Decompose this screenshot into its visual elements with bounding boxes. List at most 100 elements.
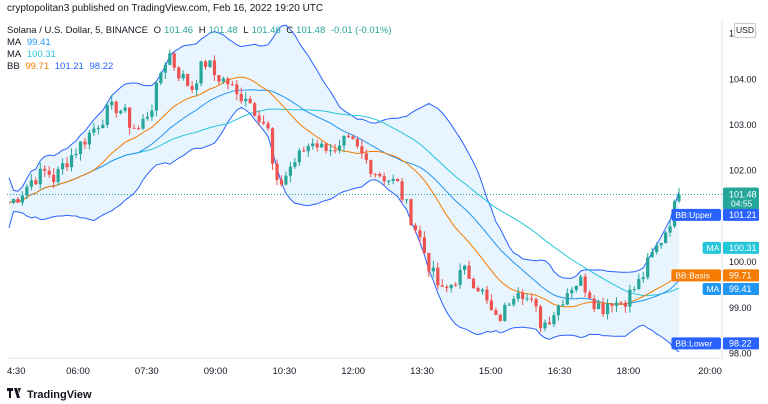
candle-body	[355, 139, 359, 147]
candle-body	[329, 150, 333, 152]
candle-body	[364, 153, 368, 161]
last-price-countdown: 04:55	[731, 198, 753, 208]
candle-body	[422, 237, 426, 253]
candle-body	[641, 277, 645, 280]
candle-body	[114, 101, 118, 114]
candle-body	[574, 285, 578, 290]
price-tick-label: 99.00	[729, 303, 752, 313]
candle-body	[306, 146, 310, 152]
candle-body	[195, 83, 199, 90]
candle-body	[619, 302, 623, 304]
price-chart[interactable]: 105.00104.00103.00102.00101.00100.0099.0…	[0, 17, 768, 404]
legend-bb-basis-value: 99.71	[25, 61, 50, 72]
candle-body	[141, 118, 145, 129]
candle-body	[154, 82, 158, 111]
candle-body	[65, 163, 69, 168]
candle-body	[391, 178, 395, 181]
ma-99-41-value: 99.41	[729, 284, 752, 294]
time-tick-label: 13:30	[410, 366, 434, 377]
bb-basis-title: BB:Basis	[675, 270, 710, 280]
candle-body	[181, 73, 185, 79]
candle-body	[221, 78, 225, 82]
legend-bb-upper-value: 101.21	[54, 61, 84, 72]
candle-body	[565, 293, 569, 305]
candle-body	[11, 199, 16, 203]
candle-body	[351, 136, 355, 140]
time-tick-label: 20:00	[698, 366, 722, 377]
candle-body	[655, 245, 659, 253]
candle-body	[275, 163, 279, 180]
bb-upper-title: BB:Upper	[675, 210, 712, 220]
candle-body	[168, 53, 172, 65]
candle-body	[597, 303, 601, 310]
candle-body	[145, 116, 150, 119]
candle-body	[315, 143, 319, 148]
time-tick-label: 18:00	[617, 366, 641, 377]
ma-100-31-title-tag	[702, 241, 721, 254]
candle-body	[83, 141, 87, 145]
chart-legend: Solana / U.S. Dollar, 5, BINANCE O 101.46…	[7, 25, 395, 73]
time-tick-label: 09:00	[204, 366, 228, 377]
price-tick-label: 104.00	[729, 74, 757, 84]
legend-close-value: 101.48	[296, 25, 326, 36]
candle-body	[440, 285, 444, 287]
candle-body	[346, 135, 351, 137]
candle-body	[418, 230, 422, 238]
candle-body	[467, 265, 471, 279]
candle-body	[110, 101, 114, 106]
bb-lower-title-tag	[671, 337, 721, 350]
legend-symbol[interactable]: Solana / U.S. Dollar, 5, BINANCE	[7, 25, 148, 36]
candle-body	[239, 94, 243, 102]
candle-body	[525, 298, 529, 300]
last-price-tag	[723, 187, 759, 210]
legend-ma2-row[interactable]: MA 100.31	[7, 49, 395, 61]
candle-body	[409, 199, 413, 226]
candle-body	[78, 141, 83, 154]
ma-99-41-title-tag	[702, 283, 721, 296]
candle-body	[34, 180, 38, 185]
brand-name[interactable]: TradingView	[27, 388, 92, 401]
candle-body	[646, 257, 650, 278]
candle-body	[29, 180, 33, 187]
candle-body	[333, 150, 337, 152]
candle-body	[476, 288, 480, 292]
tradingview-logo-icon	[7, 388, 23, 401]
candle-body	[628, 289, 632, 307]
candle-body	[516, 292, 520, 299]
candle-body	[538, 306, 543, 329]
candle-body	[503, 304, 507, 321]
candle-body	[20, 195, 24, 203]
legend-ma1-label: MA	[7, 37, 22, 48]
candle-body	[534, 299, 538, 307]
candle-body	[404, 199, 409, 201]
candle-body	[552, 315, 556, 325]
legend-ma1-row[interactable]: MA 99.41	[7, 37, 395, 49]
time-tick-label: 4:30	[7, 366, 26, 377]
candle-body	[614, 302, 619, 306]
candle-body	[163, 64, 167, 73]
candle-body	[556, 305, 560, 316]
time-tick-label: 15:00	[479, 366, 503, 377]
candle-body	[677, 194, 681, 202]
currency-button[interactable]: USD	[734, 23, 756, 38]
candle-body	[52, 174, 56, 183]
candle-body	[270, 128, 275, 164]
candle-body	[463, 265, 467, 270]
candle-body	[190, 86, 194, 90]
candle-body	[650, 252, 654, 258]
candle-body	[69, 155, 74, 168]
bb-band-fill	[9, 25, 679, 352]
candle-body	[105, 105, 109, 125]
candle-body	[436, 267, 440, 286]
legend-ohlc-o-label: O	[153, 25, 162, 36]
legend-bb-row[interactable]: BB 99.71 101.21 98.22	[7, 61, 395, 73]
legend-ohlc-l-label: L	[243, 25, 249, 36]
candle-body	[400, 181, 404, 200]
candle-body	[507, 304, 511, 306]
candle-body	[610, 303, 614, 306]
candle-body	[38, 168, 42, 185]
candle-body	[235, 84, 239, 95]
candle-body	[360, 146, 364, 154]
candle-body	[494, 310, 498, 315]
candle-body	[212, 60, 217, 76]
